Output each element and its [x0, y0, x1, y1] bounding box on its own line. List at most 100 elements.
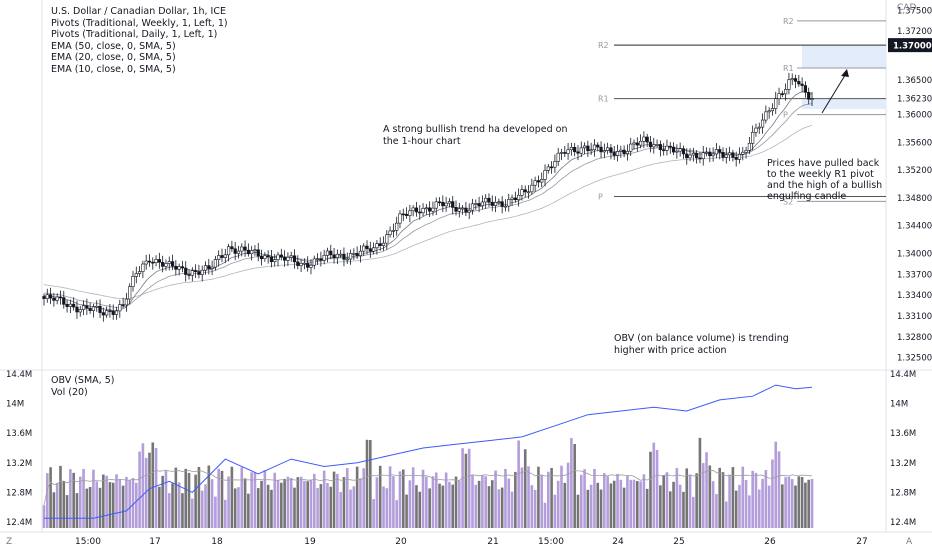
candle-body: [187, 274, 191, 276]
candle-body: [431, 207, 435, 212]
vol-label[interactable]: Vol (20): [51, 386, 88, 398]
volume-bar: [342, 477, 346, 528]
volume-bar: [154, 448, 158, 528]
pivot-label: P: [783, 111, 788, 120]
candle-body: [42, 296, 46, 299]
volume-bar: [230, 466, 234, 528]
candle-body: [128, 286, 132, 300]
volume-bar: [49, 467, 52, 528]
volume-bar: [355, 466, 359, 528]
time-tick-label: 25: [673, 537, 684, 547]
pullback-annotation: Prices have pulled back to the weekly R1…: [767, 158, 883, 202]
candle-body: [283, 256, 287, 261]
candle-body: [306, 262, 310, 268]
zoom-icon[interactable]: Z: [6, 537, 13, 547]
candle-body: [503, 205, 508, 208]
obv-label[interactable]: OBV (SMA, 5): [51, 375, 115, 386]
candle-body: [777, 93, 781, 100]
volume-bar: [477, 480, 481, 528]
volume-bar: [276, 480, 280, 528]
candle-body: [378, 243, 382, 246]
volume-bar: [115, 474, 118, 528]
candle-body: [807, 92, 811, 100]
candle-body: [170, 261, 175, 267]
volume-bar: [102, 474, 105, 528]
candle-body: [421, 208, 425, 214]
candle-body: [493, 202, 498, 206]
candle-body: [711, 153, 715, 157]
candle-body: [121, 304, 125, 306]
candle-body: [444, 202, 448, 207]
volume-bar: [332, 471, 336, 528]
candle-body: [45, 294, 49, 299]
candle-body: [695, 153, 699, 159]
volume-bar: [181, 493, 184, 528]
volume-bar: [191, 498, 194, 528]
volume-bar: [247, 493, 250, 528]
candle-body: [164, 263, 168, 267]
candle-body: [81, 305, 86, 310]
candle-body: [520, 189, 524, 196]
currency-label: CAD: [897, 3, 917, 13]
volume-bar: [616, 473, 619, 528]
candle-body: [582, 145, 587, 149]
candle-body: [589, 149, 593, 152]
price-tick-label: 1.34000: [897, 249, 932, 259]
volume-bar: [214, 496, 217, 528]
candle-body: [411, 207, 415, 212]
auto-scale-icon[interactable]: A: [906, 537, 913, 547]
indicator-ema50[interactable]: EMA (50, close, 0, SMA, 5): [51, 40, 176, 52]
price-tick-label: 1.36500: [897, 76, 932, 86]
candle-body: [58, 296, 63, 299]
vol-tick-label: 13.2M: [890, 459, 916, 469]
candle-body: [381, 242, 386, 246]
price-tick-label: 1.34400: [897, 222, 932, 232]
indicator-ema20[interactable]: EMA (20, close, 0, SMA, 5): [51, 52, 176, 64]
volume-bar: [589, 484, 593, 528]
candle-body: [233, 248, 237, 254]
volume-bar: [167, 493, 171, 528]
pivot-label: S2: [783, 197, 793, 206]
candle-body: [770, 108, 775, 112]
volume-bar: [415, 485, 418, 528]
indicator-ema10[interactable]: EMA (10, close, 0, SMA, 5): [51, 63, 176, 75]
volume-bar: [105, 475, 108, 528]
volume-bar: [223, 499, 227, 528]
candle-body: [279, 254, 283, 258]
volume-bar: [556, 480, 560, 528]
volume-bar: [721, 472, 725, 528]
volume-bar: [220, 470, 224, 528]
candle-body: [490, 201, 494, 206]
volume-bar: [748, 495, 751, 528]
volume-bar: [731, 467, 735, 528]
volume-bar: [451, 484, 455, 528]
vol-left-tick-label: 12.8M: [6, 488, 32, 498]
time-tick-label: 18: [211, 537, 223, 547]
candle-body: [615, 151, 620, 156]
volume-bar: [62, 480, 66, 528]
volume-bar: [738, 484, 741, 528]
volume-bar: [42, 505, 46, 528]
volume-bar: [339, 492, 342, 528]
indicator-daily-pivots[interactable]: Pivots (Traditional, Daily, 1, Left, 1): [51, 29, 218, 41]
candle-body: [385, 234, 389, 244]
candle-body: [596, 144, 600, 148]
volume-bar: [490, 480, 494, 528]
candle-body: [72, 303, 76, 308]
candle-body: [553, 161, 557, 168]
indicator-weekly-pivots[interactable]: Pivots (Traditional, Weekly, 1, Left, 1): [51, 17, 228, 29]
volume-bar: [497, 489, 501, 528]
candle-body: [668, 145, 672, 148]
candle-body: [197, 271, 201, 275]
volume-bar: [688, 474, 692, 528]
candle-body: [500, 201, 504, 207]
volume-bar: [761, 478, 764, 528]
volume-bar: [345, 468, 349, 528]
volume-bar: [751, 470, 754, 528]
candle-body: [154, 259, 158, 264]
candle-body: [95, 305, 99, 308]
candle-body: [259, 255, 264, 260]
volume-bar: [494, 470, 497, 528]
symbol-title[interactable]: U.S. Dollar / Canadian Dollar, 1h, ICE: [51, 6, 226, 17]
